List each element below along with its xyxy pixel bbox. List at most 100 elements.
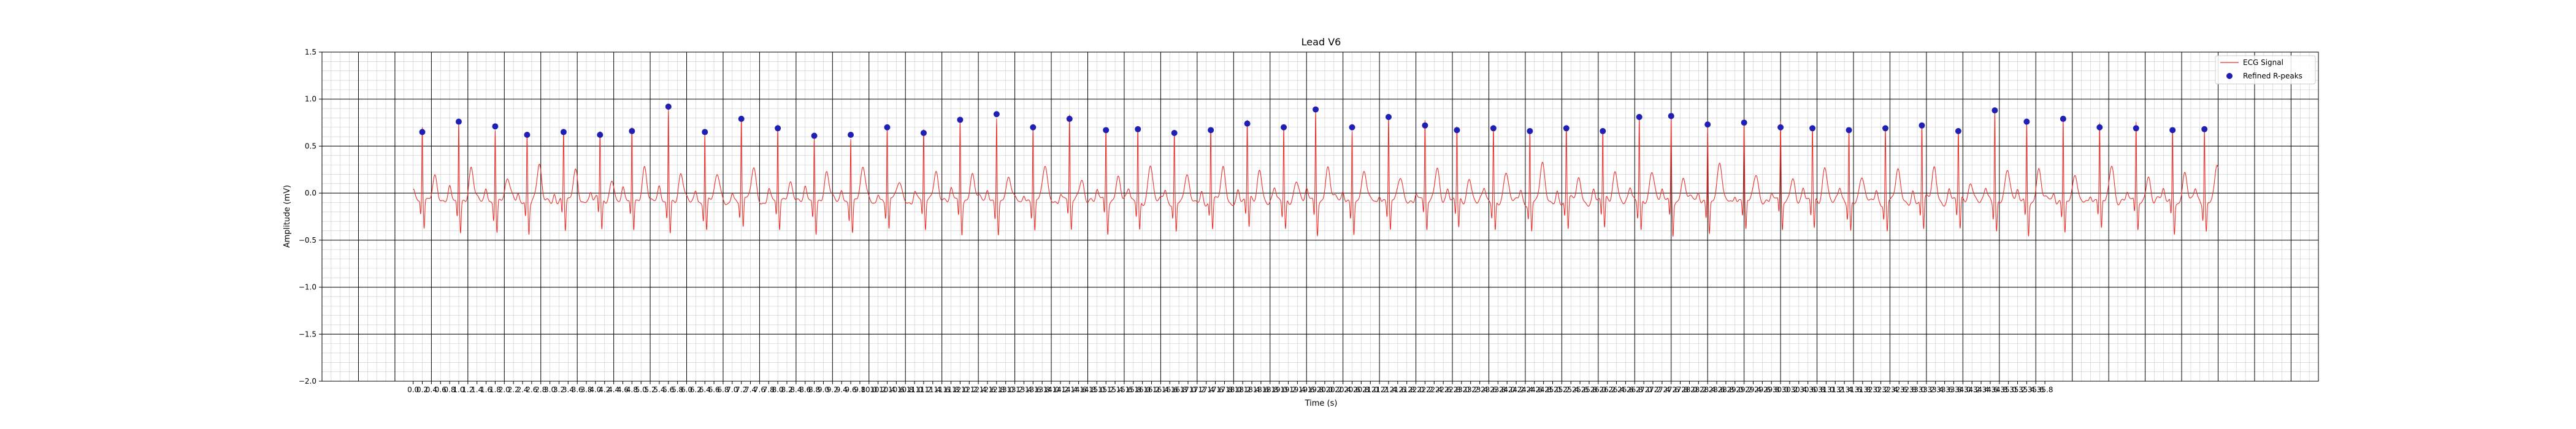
- x-tick-label: 27.4: [1654, 385, 1671, 394]
- x-tick-label: 12.8: [989, 385, 1005, 394]
- x-tick-label: 5.4: [653, 385, 665, 394]
- x-tick-label: 22.0: [1408, 385, 1424, 394]
- x-tick-label: 30.2: [1782, 385, 1798, 394]
- x-tick-label: 20.2: [1325, 385, 1342, 394]
- x-tick-label: 15.6: [1116, 385, 1133, 394]
- r-peak-marker: [1955, 127, 1961, 134]
- x-tick-label: 23.4: [1471, 385, 1488, 394]
- r-peak-marker: [1882, 125, 1889, 132]
- x-tick-label: 18.0: [1225, 385, 1242, 394]
- r-peak-marker: [560, 129, 567, 135]
- x-tick-label: 23.0: [1454, 385, 1470, 394]
- x-tick-label: 3.0: [544, 385, 556, 394]
- x-tick-label: 5.6: [662, 385, 674, 394]
- r-peak-marker: [524, 132, 531, 139]
- x-tick-label: 0.4: [426, 385, 437, 394]
- x-tick-label: 24.6: [1526, 385, 1543, 394]
- x-tick-label: 31.0: [1818, 385, 1834, 394]
- x-tick-label: 35.0: [2000, 385, 2017, 394]
- x-tick-label: 3.2: [553, 385, 565, 394]
- x-tick-label: 35.6: [2028, 385, 2044, 394]
- x-tick-label: 8.8: [808, 385, 820, 394]
- x-tick-label: 24.2: [1508, 385, 1525, 394]
- x-tick-label: 13.8: [1034, 385, 1051, 394]
- x-tick-label: 23.8: [1490, 385, 1506, 394]
- x-tick-label: 5.2: [645, 385, 656, 394]
- y-axis-ticks: 1.5 1.0 0.5 0.0 −0.5 −1.0 −1.5 −2.0: [299, 48, 322, 385]
- chart-title: Lead V6: [1301, 36, 1341, 48]
- x-tick-label: 34.0: [1955, 385, 1971, 394]
- x-tick-label: 14.8: [1079, 385, 1096, 394]
- r-peak-marker: [1668, 113, 1674, 120]
- x-tick-label: 9.4: [836, 385, 848, 394]
- x-tick-label: 32.8: [1900, 385, 1917, 394]
- x-tick-label: 18.4: [1244, 385, 1260, 394]
- x-tick-label: 0.0: [407, 385, 419, 394]
- x-tick-label: 21.4: [1381, 385, 1397, 394]
- x-tick-label: 24.0: [1499, 385, 1516, 394]
- x-tick-label: 9.2: [827, 385, 838, 394]
- x-tick-label: 13.4: [1016, 385, 1032, 394]
- y-axis-label: Amplitude (mV): [283, 185, 292, 248]
- r-peak-marker: [2201, 126, 2208, 132]
- x-tick-label: 33.6: [1936, 385, 1953, 394]
- x-tick-label: 32.6: [1891, 385, 1907, 394]
- plot-frame: [321, 51, 2319, 382]
- x-tick-label: 22.4: [1426, 385, 1443, 394]
- x-tick-label: 33.8: [1945, 385, 1962, 394]
- x-tick-label: 7.0: [726, 385, 738, 394]
- x-tick-label: 22.6: [1435, 385, 1452, 394]
- x-tick-label: 17.8: [1216, 385, 1233, 394]
- x-tick-label: 17.4: [1198, 385, 1214, 394]
- x-tick-label: 16.0: [1134, 385, 1151, 394]
- x-tick-label: 10.0: [861, 385, 877, 394]
- x-tick-label: 16.8: [1171, 385, 1187, 394]
- x-tick-label: 4.6: [617, 385, 629, 394]
- x-tick-label: 12.4: [970, 385, 987, 394]
- x-tick-label: 15.2: [1098, 385, 1114, 394]
- r-peak-marker: [1208, 127, 1214, 134]
- x-tick-label: 20.4: [1335, 385, 1351, 394]
- r-peak-marker: [811, 132, 818, 139]
- r-peak-marker: [738, 115, 745, 122]
- x-tick-label: 22.2: [1417, 385, 1433, 394]
- r-peak-marker: [1244, 120, 1251, 127]
- x-tick-label: 8.6: [799, 385, 811, 394]
- x-tick-label: 19.4: [1289, 385, 1306, 394]
- r-peak-marker: [1809, 125, 1816, 132]
- r-peak-marker: [492, 123, 499, 130]
- legend-r-peaks-swatch: [2226, 73, 2233, 79]
- x-tick-label: 7.8: [763, 385, 775, 394]
- x-tick-label: 21.6: [1389, 385, 1406, 394]
- x-axis-ticks: 0.00.20.40.60.81.01.21.41.61.82.02.22.42…: [407, 381, 2053, 394]
- x-tick-label: 10.2: [870, 385, 886, 394]
- x-tick-label: 33.0: [1909, 385, 1926, 394]
- x-tick-label: 25.2: [1554, 385, 1570, 394]
- x-tick-label: 18.6: [1253, 385, 1270, 394]
- x-tick-label: 11.4: [924, 385, 941, 394]
- x-tick-label: 27.6: [1663, 385, 1679, 394]
- x-tick-label: 15.4: [1107, 385, 1124, 394]
- x-tick-label: 6.2: [690, 385, 702, 394]
- x-tick-label: 34.8: [1991, 385, 2007, 394]
- y-tick-label: 1.0: [305, 95, 316, 104]
- x-tick-label: 4.8: [626, 385, 638, 394]
- x-tick-label: 14.0: [1043, 385, 1060, 394]
- r-peak-marker: [1991, 107, 1998, 114]
- x-tick-label: 8.2: [781, 385, 792, 394]
- x-tick-label: 32.2: [1873, 385, 1889, 394]
- x-tick-label: 1.8: [489, 385, 501, 394]
- r-peaks-layer: [419, 103, 2208, 139]
- x-tick-label: 15.8: [1125, 385, 1141, 394]
- x-tick-label: 15.0: [1089, 385, 1105, 394]
- x-tick-label: 16.2: [1143, 385, 1160, 394]
- x-tick-label: 18.2: [1235, 385, 1251, 394]
- x-tick-label: 24.4: [1517, 385, 1534, 394]
- x-tick-label: 8.4: [790, 385, 802, 394]
- r-peak-marker: [1704, 121, 1711, 128]
- x-tick-label: 31.4: [1836, 385, 1853, 394]
- x-tick-label: 30.8: [1809, 385, 1825, 394]
- x-tick-label: 22.8: [1444, 385, 1461, 394]
- x-tick-label: 29.6: [1754, 385, 1771, 394]
- y-tick-label: 0.5: [305, 142, 316, 150]
